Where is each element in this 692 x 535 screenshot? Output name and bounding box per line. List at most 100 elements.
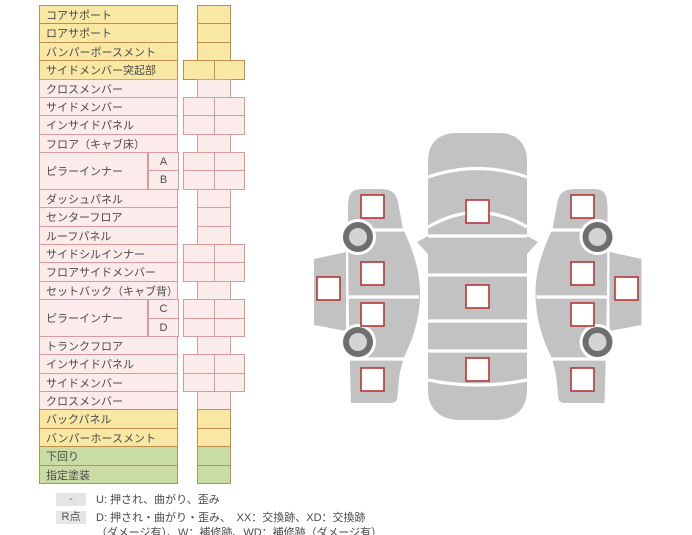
part-label: センターフロア	[39, 207, 178, 227]
part-label: ダッシュパネル	[39, 189, 178, 208]
part-label: クロスメンバー	[39, 79, 178, 98]
part-label: 指定塗装	[39, 465, 178, 484]
right-front-wheel	[579, 219, 616, 255]
part-label: クロスメンバー	[39, 391, 178, 410]
left-side-view	[314, 189, 420, 403]
part-label: インサイドパネル	[39, 115, 178, 135]
value-cell-left[interactable]	[183, 60, 215, 80]
marker-left-4[interactable]	[360, 367, 385, 392]
part-label: バックパネル	[39, 409, 178, 429]
value-cell-left[interactable]	[183, 354, 215, 374]
value-cell-left[interactable]	[183, 299, 215, 319]
right-side-view	[535, 189, 642, 403]
marker-right-2[interactable]	[570, 261, 595, 286]
value-cell[interactable]	[197, 391, 231, 410]
part-label: ピラーインナー	[39, 152, 148, 190]
value-cell[interactable]	[197, 207, 231, 227]
value-cell-right[interactable]	[213, 170, 246, 190]
rear-window-line	[427, 378, 528, 387]
value-cell[interactable]	[197, 79, 231, 98]
value-cell-right[interactable]	[213, 373, 246, 392]
part-sublabel: A	[148, 152, 179, 171]
value-cell-right[interactable]	[213, 318, 246, 337]
value-cell[interactable]	[197, 281, 231, 300]
part-label: フロアサイドメンバー	[39, 262, 178, 282]
marker-right-3[interactable]	[570, 302, 595, 327]
part-label: コアサポート	[39, 5, 178, 24]
value-cell-left[interactable]	[183, 318, 215, 337]
marker-top-roof[interactable]	[465, 284, 490, 309]
part-label: トランクフロア	[39, 336, 178, 355]
legend-text-u: U: 押され、曲がり、歪み	[96, 494, 220, 506]
right-mirror	[527, 236, 538, 254]
legend-text-d-line2: （ダメージ有）、W：補修跡、WD：補修跡（ダメージ有）	[96, 527, 383, 535]
value-cell-right[interactable]	[213, 262, 246, 282]
top-view	[417, 133, 538, 420]
value-cell-right[interactable]	[213, 60, 246, 80]
value-cell-left[interactable]	[183, 152, 215, 171]
marker-right-4[interactable]	[570, 367, 595, 392]
part-label: サイドメンバー	[39, 373, 178, 392]
legend-text-d-line1: D: 押され・曲がり・歪み、 XX：交換跡、XD：交換跡	[96, 512, 366, 524]
value-cell-right[interactable]	[213, 244, 246, 263]
left-rear-wheel	[340, 324, 376, 360]
value-cell[interactable]	[197, 5, 231, 24]
value-cell-left[interactable]	[183, 373, 215, 392]
damage-table: コアサポート ロアサポート バンパーポースメント サイドメンバー突起部 クロスメンバーサ…	[39, 5, 249, 485]
marker-left-sill[interactable]	[316, 276, 341, 301]
marker-top-hood[interactable]	[465, 199, 490, 224]
left-mirror	[417, 236, 428, 254]
value-cell[interactable]	[197, 23, 231, 43]
part-label: インサイドパネル	[39, 354, 178, 374]
value-cell[interactable]	[197, 189, 231, 208]
value-cell-right[interactable]	[213, 97, 246, 116]
right-rear-wheel	[579, 324, 616, 360]
legend-symbol-dash: -	[56, 493, 86, 506]
part-sublabel: C	[148, 299, 179, 319]
value-cell-right[interactable]	[213, 115, 246, 135]
hood-line	[427, 166, 528, 179]
part-label: サイドメンバー突起部	[39, 60, 178, 80]
part-label: バンパーホースメント	[39, 428, 178, 447]
value-cell[interactable]	[197, 428, 231, 447]
value-cell[interactable]	[197, 465, 231, 484]
value-cell-right[interactable]	[213, 299, 246, 319]
left-front-wheel	[340, 219, 376, 255]
legend-row-rpoint: R点 D: 押され・曲がり・歪み、 XX：交換跡、XD：交換跡 （ダメージ有）、…	[56, 511, 382, 535]
marker-right-1[interactable]	[570, 194, 595, 219]
marker-top-trunk[interactable]	[465, 357, 490, 382]
value-cell-left[interactable]	[183, 244, 215, 263]
legend-row-u: - U: 押され、曲がり、歪み	[56, 493, 382, 508]
value-cell-right[interactable]	[213, 354, 246, 374]
part-sublabel: B	[148, 170, 179, 190]
legend-symbol-rpoint: R点	[56, 511, 86, 524]
part-label: サイドシルインナー	[39, 244, 178, 263]
value-cell-left[interactable]	[183, 97, 215, 116]
value-cell-left[interactable]	[183, 262, 215, 282]
value-cell-left[interactable]	[183, 170, 215, 190]
part-label: 下回り	[39, 446, 178, 466]
value-cell[interactable]	[197, 42, 231, 61]
value-cell[interactable]	[197, 336, 231, 355]
value-cell[interactable]	[197, 409, 231, 429]
part-label: ルーフパネル	[39, 226, 178, 245]
part-label: セットバック（キャブ背）	[39, 281, 178, 300]
marker-left-1[interactable]	[360, 194, 385, 219]
value-cell[interactable]	[197, 134, 231, 153]
part-sublabel: D	[148, 318, 179, 337]
part-label: フロア（キャブ床）	[39, 134, 178, 153]
part-label: バンパーポースメント	[39, 42, 178, 61]
value-cell[interactable]	[197, 226, 231, 245]
marker-left-3[interactable]	[360, 302, 385, 327]
value-cell-left[interactable]	[183, 115, 215, 135]
part-label: ピラーインナー	[39, 299, 148, 337]
value-cell[interactable]	[197, 446, 231, 466]
legend: - U: 押され、曲がり、歪み R点 D: 押され・曲がり・歪み、 XX：交換跡…	[56, 493, 382, 535]
part-label: サイドメンバー	[39, 97, 178, 116]
marker-left-2[interactable]	[360, 261, 385, 286]
value-cell-right[interactable]	[213, 152, 246, 171]
car-diagram	[314, 133, 642, 420]
part-label: ロアサポート	[39, 23, 178, 43]
marker-right-sill[interactable]	[614, 276, 639, 301]
